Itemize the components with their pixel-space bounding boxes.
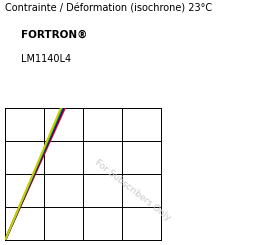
Text: Contrainte / Déformation (isochrone) 23°C: Contrainte / Déformation (isochrone) 23°…	[5, 4, 212, 14]
Text: For Subscribers Only: For Subscribers Only	[93, 158, 172, 222]
Text: FORTRON®: FORTRON®	[21, 29, 87, 39]
Text: LM1140L4: LM1140L4	[21, 54, 71, 64]
